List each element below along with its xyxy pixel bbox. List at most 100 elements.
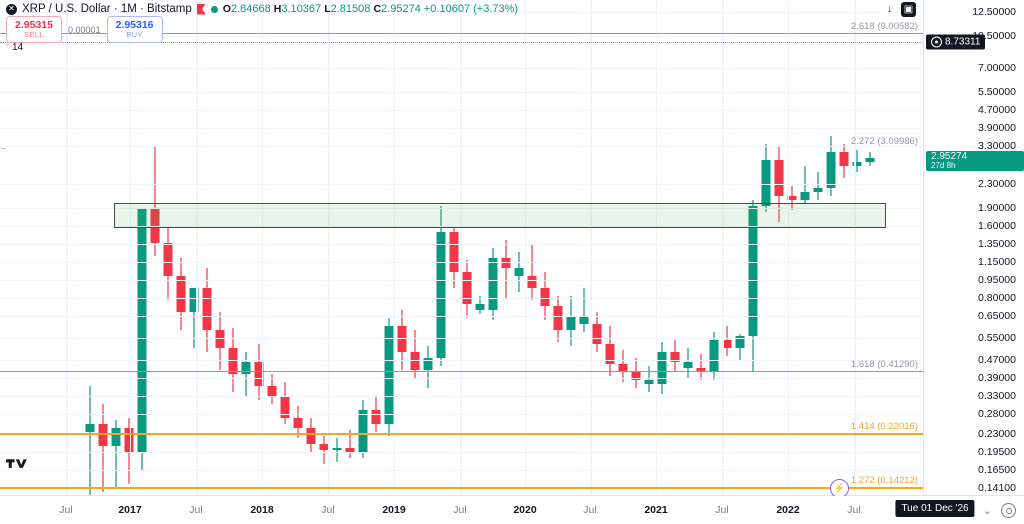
candle-body — [553, 306, 563, 330]
time-axis-label: 2018 — [250, 504, 274, 516]
bar-countdown: 27d 8h — [931, 161, 956, 171]
grid-line-horizontal — [0, 208, 924, 209]
candle-body — [280, 396, 290, 418]
fib-level-line[interactable] — [0, 33, 924, 34]
grid-line-vertical — [460, 0, 462, 496]
grid-line-horizontal — [0, 316, 924, 317]
fib-level-line[interactable] — [0, 433, 924, 435]
candle-body — [423, 358, 433, 370]
price-axis-label: 5.50000 — [978, 86, 1016, 98]
grid-line-vertical — [722, 0, 724, 496]
candle-body — [293, 418, 303, 428]
current-price-badge[interactable]: 2.95274 27d 8h — [926, 151, 1024, 171]
candle-body — [774, 160, 784, 196]
price-axis-label: 1.35000 — [978, 238, 1016, 250]
grid-line-horizontal — [0, 414, 924, 415]
buy-button[interactable]: 2.95316 BUY — [106, 16, 163, 43]
symbol-title[interactable]: XRP / U.S. Dollar · 1M · Bitstamp — [22, 3, 192, 15]
grid-line-horizontal — [0, 36, 924, 37]
candle-body — [462, 272, 472, 304]
time-axis-label: 2019 — [382, 504, 406, 516]
candle-body — [605, 344, 615, 364]
price-change: +0.10607 (+3.73%) — [423, 3, 519, 15]
time-axis-label: Jul — [453, 504, 467, 516]
grid-line-vertical — [196, 0, 198, 496]
grid-line-horizontal — [0, 298, 924, 299]
grid-line-horizontal — [0, 128, 924, 129]
chart-top-tools[interactable]: ↓ ▣ — [882, 2, 916, 17]
fib-level-label: 1.618 (0.41290) — [850, 359, 918, 370]
candle-body — [709, 340, 719, 372]
fullscreen-icon[interactable]: ▣ — [901, 2, 916, 17]
grid-line-horizontal — [0, 226, 924, 227]
indicator-legend[interactable]: ˇ 14 — [6, 42, 23, 53]
grid-line-horizontal — [0, 280, 924, 281]
price-axis-label: 1.15000 — [978, 256, 1016, 268]
candle-body — [345, 448, 355, 452]
candle-body — [540, 288, 550, 306]
fib-level-line[interactable] — [0, 148, 7, 150]
candle-body — [241, 362, 251, 374]
grid-line-vertical — [590, 0, 592, 496]
ohlc-l-label: L — [324, 3, 331, 15]
trade-panel: 2.95315 SELL 0.00001 2.95316 BUY — [6, 16, 163, 43]
collapse-icon[interactable]: ⌄ — [982, 505, 992, 517]
ohlc-o-value: 2.84668 — [230, 3, 271, 15]
sell-price: 2.95315 — [15, 19, 53, 32]
download-icon[interactable]: ↓ — [882, 2, 897, 17]
candle-body — [150, 208, 160, 243]
candle-body — [384, 326, 394, 424]
sparkle-icon[interactable]: ⚡ — [830, 479, 849, 496]
buy-price: 2.95316 — [115, 19, 154, 32]
time-scale-controls[interactable]: ⌄ — [983, 503, 1016, 518]
target-icon — [931, 36, 942, 48]
fib-level-label: 1.272 (0.14212) — [850, 475, 918, 486]
price-axis-label: 0.65000 — [978, 310, 1016, 322]
grid-line-horizontal — [0, 452, 924, 453]
fib-level-label: 1.414 (0.22016) — [850, 421, 918, 432]
time-crosshair-badge: Tue 01 Dec '26 — [895, 500, 975, 517]
price-axis-label: 1.90000 — [978, 202, 1016, 214]
candle-body — [332, 448, 342, 450]
fib-level-line[interactable] — [0, 487, 924, 489]
chart-plot-area[interactable]: 2.618 (9.00582) 2.272 (3.09986) 1.618 (0.4… — [0, 0, 924, 496]
price-axis-label: 0.16500 — [978, 464, 1016, 476]
fib-level-line[interactable] — [0, 371, 924, 372]
ohlc-h-value: 3.10367 — [281, 3, 322, 15]
price-axis-label: 0.95000 — [978, 274, 1016, 286]
price-axis-label: 0.47000 — [978, 354, 1016, 366]
candle-body — [475, 304, 485, 310]
time-scale[interactable]: ⌄ Jul 2017 Jul 2018 Jul 2019 Jul 2020 Jul 2021 Jul… — [0, 495, 1024, 524]
candle-body — [761, 160, 771, 206]
candle-body — [865, 158, 875, 162]
candle-body — [202, 288, 212, 330]
candle-body — [397, 326, 407, 352]
chevron-down-icon[interactable]: ˇ — [6, 42, 9, 53]
price-scale[interactable]: 12.50000 10.50000 7.00000 5.50000 4.70000 3.9… — [923, 0, 1024, 496]
gear-icon[interactable] — [1001, 503, 1016, 518]
sell-button[interactable]: 2.95315 SELL — [6, 16, 62, 43]
ohlc-o-label: O — [222, 3, 231, 15]
ohlc-l-value: 2.81508 — [330, 3, 371, 15]
candle-body — [267, 386, 277, 396]
candle-body — [839, 152, 849, 166]
flag-icon — [196, 3, 206, 15]
resistance-zone-box[interactable] — [114, 203, 886, 228]
candle-body — [527, 276, 537, 288]
time-axis-label: 2022 — [776, 504, 800, 516]
price-axis-label: 3.30000 — [978, 140, 1016, 152]
candle-body — [514, 268, 524, 276]
candle-body — [787, 196, 797, 200]
price-axis-label: 0.19500 — [978, 446, 1016, 458]
candle-body — [436, 232, 446, 358]
price-axis-label: 0.39000 — [978, 372, 1016, 384]
time-axis-label: 2021 — [644, 504, 668, 516]
candle-body — [254, 362, 264, 386]
time-axis-label: Jul — [321, 504, 335, 516]
candle-body — [618, 364, 628, 372]
candle-body — [644, 380, 654, 384]
grid-line-vertical — [66, 0, 68, 496]
price-axis-label: 3.90000 — [978, 122, 1016, 134]
x-circle-icon[interactable]: ✕ — [6, 3, 17, 15]
candle-body — [215, 330, 225, 348]
